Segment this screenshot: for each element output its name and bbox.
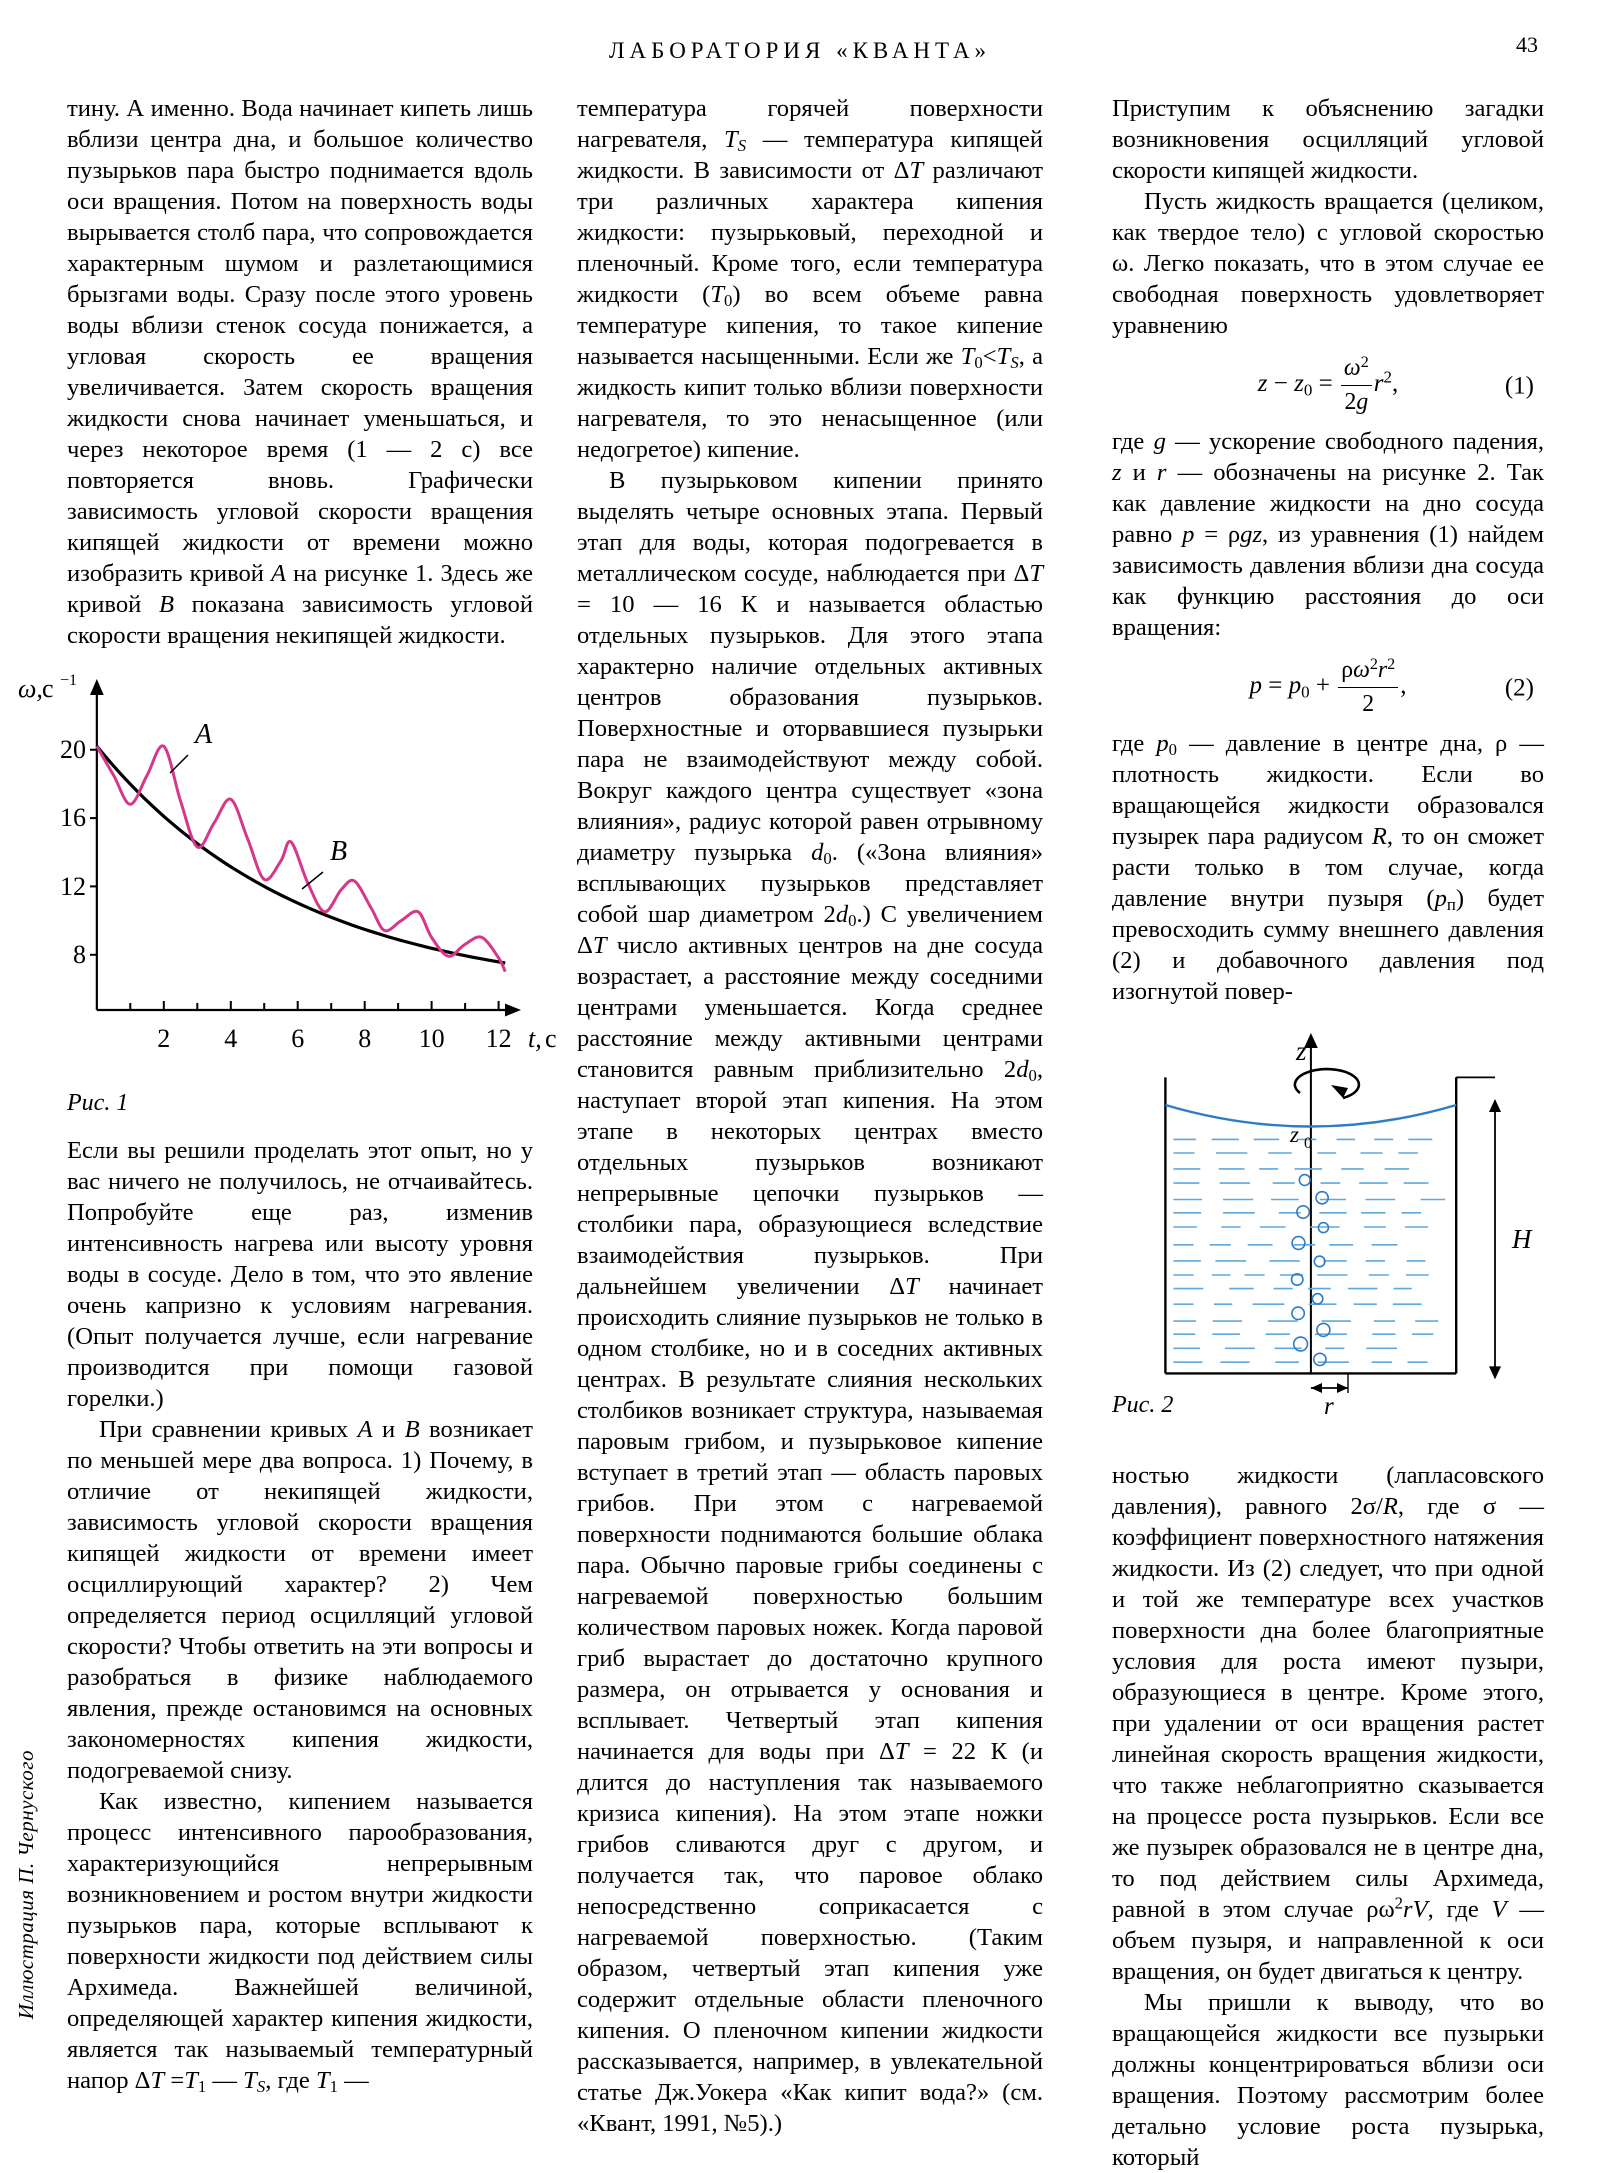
svg-text:B: B [330, 836, 347, 867]
svg-text:8: 8 [358, 1024, 371, 1053]
svg-text:z: z [1289, 1122, 1299, 1147]
svg-text:c: c [42, 674, 54, 703]
svg-text:2: 2 [157, 1024, 170, 1053]
svg-text:6: 6 [291, 1024, 304, 1053]
svg-text:0: 0 [1304, 1135, 1312, 1152]
svg-text:8: 8 [73, 940, 86, 969]
svg-text:t,: t, [528, 1024, 542, 1053]
svg-text:−1: −1 [60, 672, 77, 689]
svg-text:20: 20 [60, 735, 86, 764]
svg-text:z: z [1295, 1036, 1307, 1066]
svg-text:H: H [1511, 1224, 1533, 1254]
svg-text:12: 12 [60, 872, 86, 901]
svg-text:A: A [193, 719, 213, 750]
svg-text:ω,: ω, [18, 674, 43, 703]
svg-text:4: 4 [224, 1024, 237, 1053]
svg-text:10: 10 [419, 1024, 445, 1053]
svg-text:r: r [1324, 1393, 1334, 1420]
svg-text:16: 16 [60, 803, 86, 832]
svg-text:c: c [545, 1024, 557, 1053]
svg-text:12: 12 [486, 1024, 512, 1053]
